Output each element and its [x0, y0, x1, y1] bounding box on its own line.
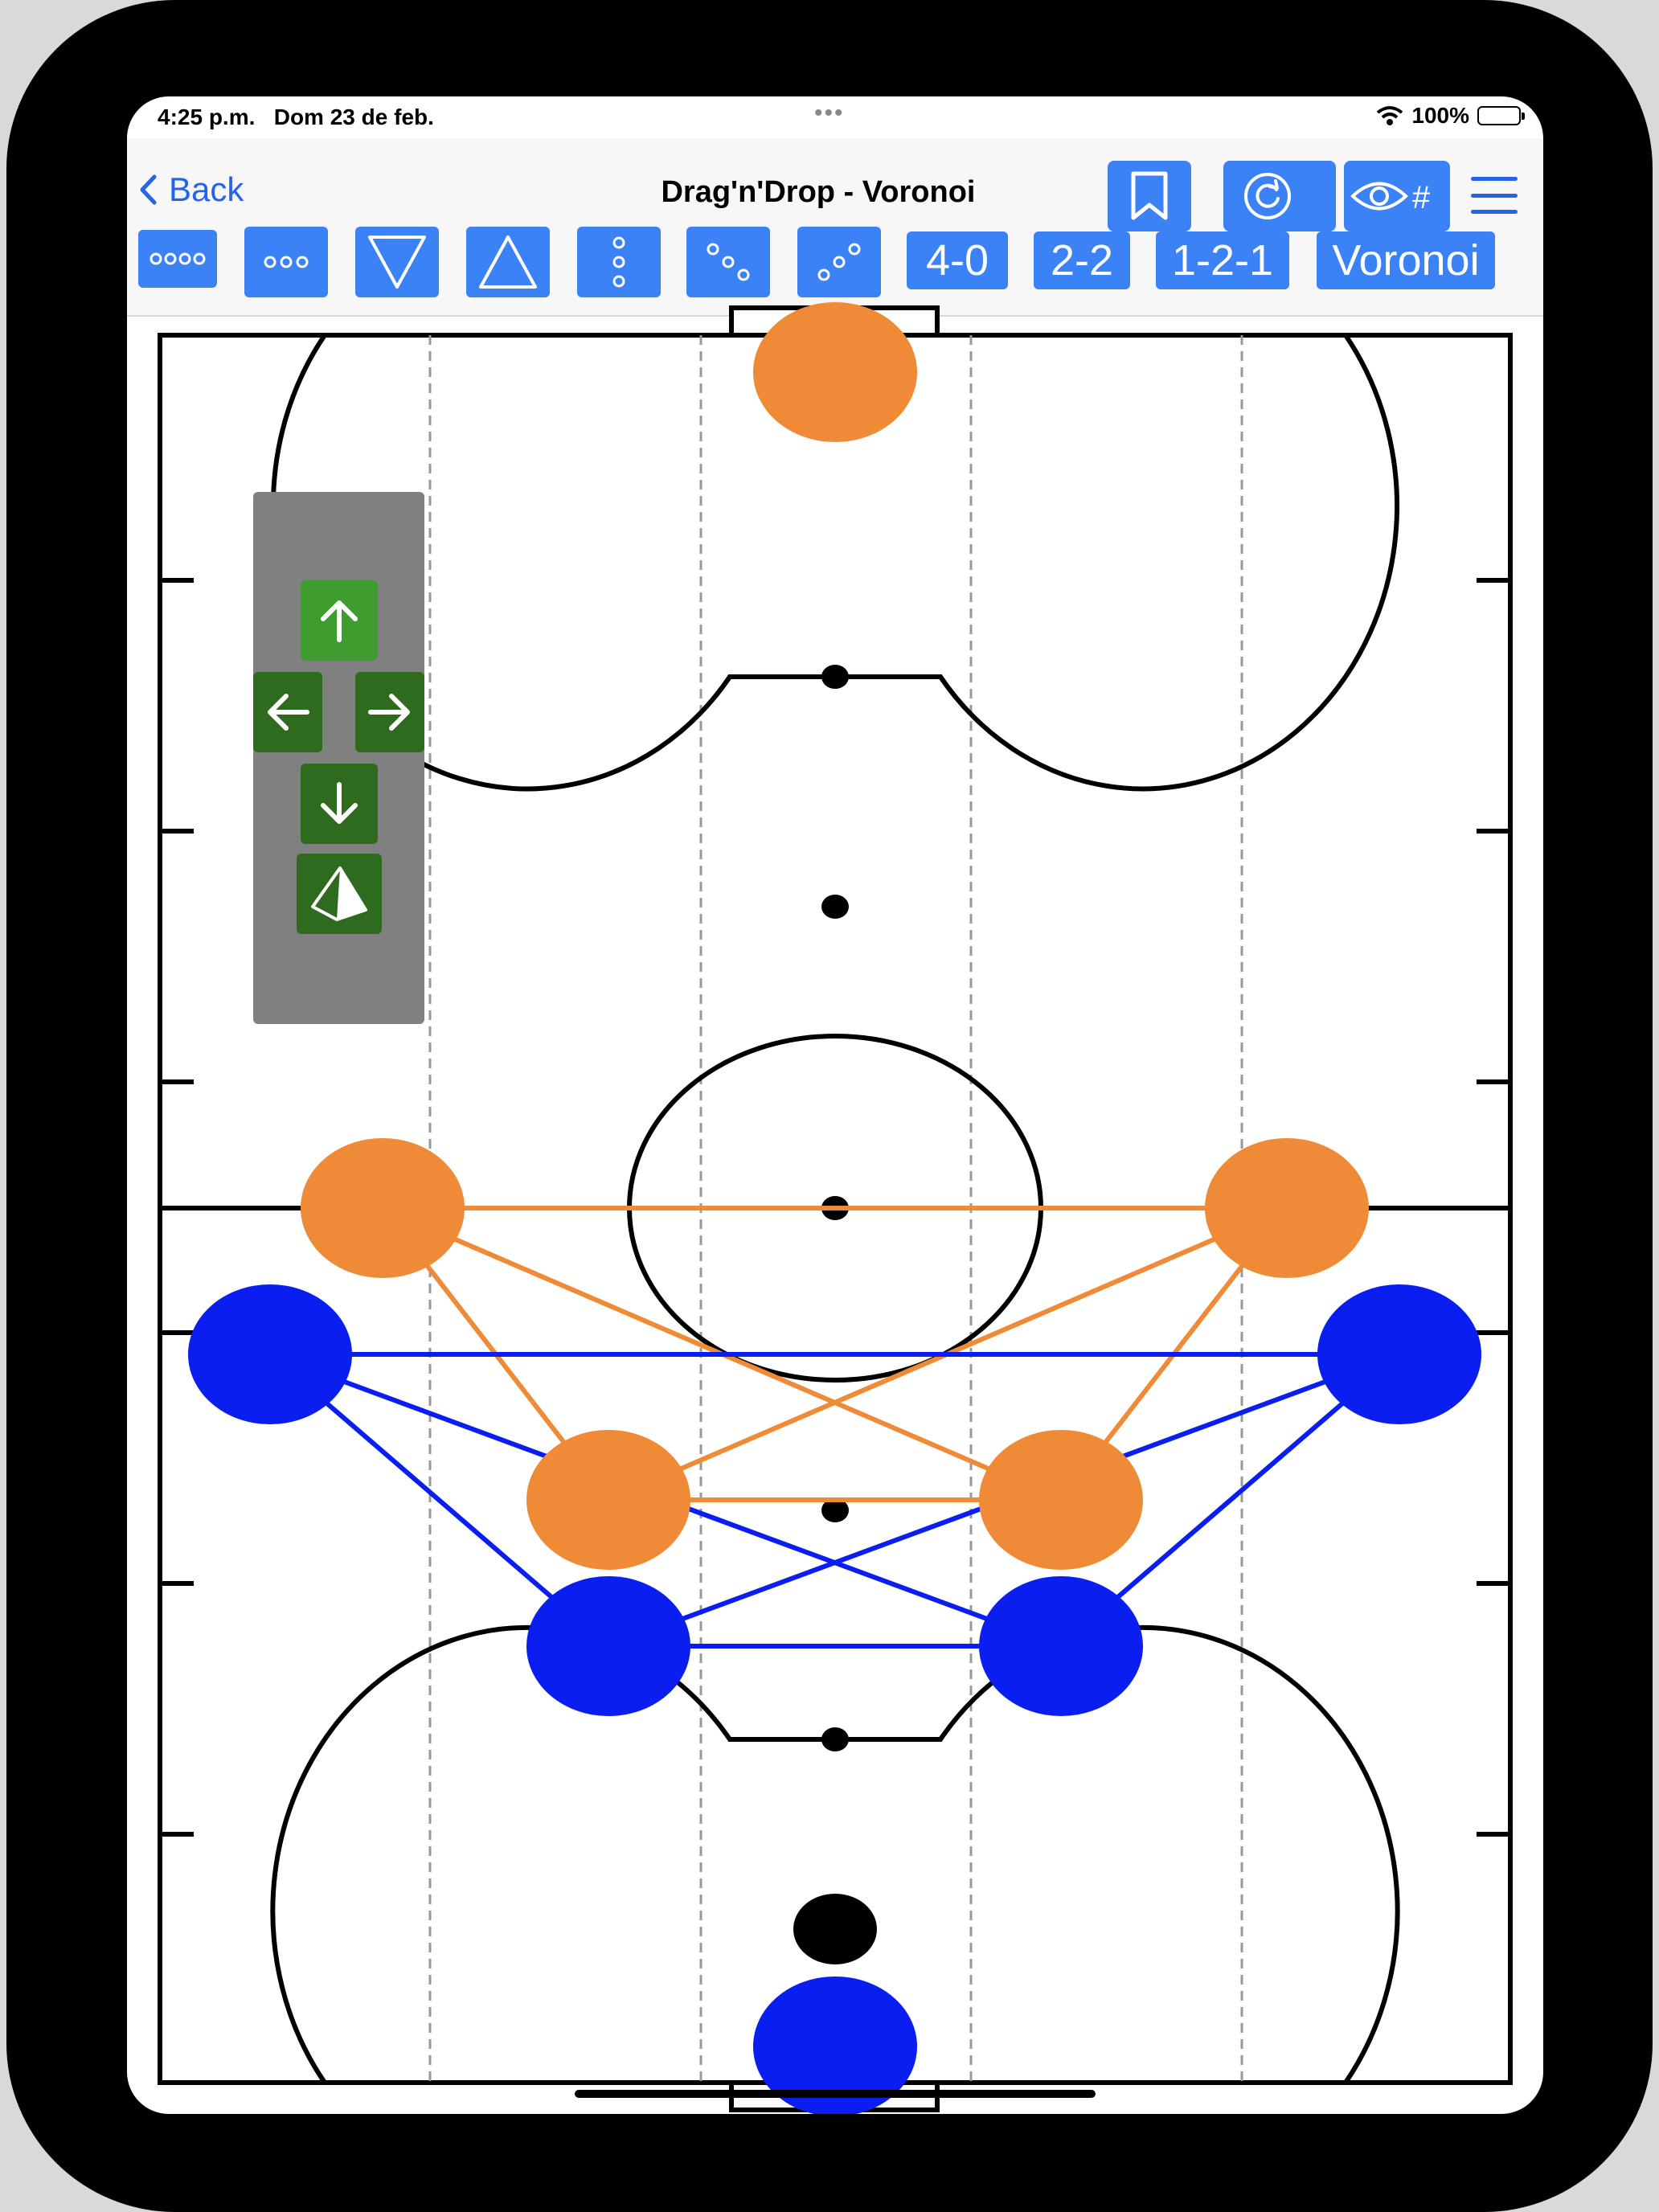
- blue-player[interactable]: [526, 1576, 690, 1716]
- refresh-icon: [1244, 173, 1291, 219]
- formation-vertical-dots-button[interactable]: [577, 227, 661, 297]
- formation-2-2-button[interactable]: 2-2: [1034, 231, 1130, 289]
- blue-player[interactable]: [188, 1284, 352, 1424]
- battery-icon: [1477, 106, 1525, 125]
- court-spots: [821, 665, 849, 1751]
- blue-team: [188, 1284, 1481, 2114]
- voronoi-button[interactable]: Voronoi: [1317, 231, 1495, 289]
- arrow-up-icon: [321, 600, 358, 642]
- orange-player[interactable]: [979, 1430, 1143, 1570]
- three-dots-icon: [264, 256, 309, 268]
- menu-icon: [1471, 177, 1518, 181]
- formation-1-2-1-button[interactable]: 1-2-1: [1156, 231, 1289, 289]
- home-indicator[interactable]: [575, 2090, 1096, 2098]
- formation-4-0-button[interactable]: 4-0: [907, 231, 1008, 289]
- wifi-icon: [1377, 106, 1403, 125]
- orange-goalkeeper[interactable]: [753, 302, 917, 442]
- move-up-button[interactable]: [301, 580, 378, 661]
- refresh-button[interactable]: [1223, 161, 1336, 231]
- orange-team: [301, 302, 1369, 1570]
- side-ticks: [160, 578, 1510, 1837]
- blue-goalkeeper[interactable]: [753, 1976, 917, 2114]
- chevron-left-icon: [140, 174, 157, 205]
- menu-button[interactable]: [1471, 177, 1518, 214]
- tablet-frame: 4:25 p.m. Dom 23 de feb. ••• 100% Back D…: [6, 0, 1653, 2212]
- eye-hash-button[interactable]: #: [1344, 161, 1450, 231]
- page-title: Drag'n'Drop - Voronoi: [661, 175, 976, 209]
- formation-triangle-up-button[interactable]: [466, 227, 550, 297]
- triangle-up-icon: [479, 236, 537, 289]
- eye-hash-icon: #: [1350, 180, 1431, 215]
- back-button[interactable]: Back: [138, 170, 244, 209]
- movement-pad: [253, 492, 424, 1024]
- blue-player[interactable]: [1317, 1284, 1481, 1424]
- formation-diagonal-down-button[interactable]: [686, 227, 770, 297]
- orange-player[interactable]: [301, 1138, 465, 1278]
- voronoi-toggle-button[interactable]: [297, 854, 382, 934]
- formation-triangle-down-button[interactable]: [355, 227, 439, 297]
- vertical-dots-icon: [612, 236, 625, 288]
- arrow-down-icon: [321, 782, 358, 824]
- pyramid-icon: [311, 866, 367, 921]
- formation-diagonal-up-button[interactable]: [797, 227, 881, 297]
- battery-percent: 100%: [1411, 103, 1469, 128]
- status-right: 100%: [1376, 103, 1525, 129]
- svg-text:#: #: [1412, 180, 1431, 215]
- formation-four-dots-button[interactable]: [138, 230, 217, 288]
- bookmark-button[interactable]: [1108, 161, 1191, 231]
- arrow-right-icon: [368, 694, 410, 731]
- status-time: 4:25 p.m. Dom 23 de feb.: [158, 104, 434, 129]
- blue-player[interactable]: [979, 1576, 1143, 1716]
- diagonal-dots-down-icon: [707, 243, 750, 281]
- triangle-down-icon: [368, 236, 426, 289]
- move-left-button[interactable]: [253, 672, 322, 752]
- arrow-left-icon: [268, 694, 309, 731]
- formation-three-dots-button[interactable]: [244, 227, 328, 297]
- move-down-button[interactable]: [301, 764, 378, 844]
- back-label: Back: [169, 170, 244, 208]
- orange-player[interactable]: [1205, 1138, 1369, 1278]
- navigation-bar: Back Drag'n'Drop - Voronoi #: [127, 138, 1543, 317]
- orange-player[interactable]: [526, 1430, 690, 1570]
- ball[interactable]: [793, 1894, 877, 1964]
- status-bar: 4:25 p.m. Dom 23 de feb. ••• 100%: [127, 96, 1543, 138]
- bookmark-icon: [1131, 171, 1168, 220]
- multitask-dots[interactable]: •••: [814, 100, 845, 126]
- diagonal-dots-up-icon: [817, 243, 861, 281]
- move-right-button[interactable]: [355, 672, 424, 752]
- futsal-court[interactable]: [127, 96, 1543, 2114]
- four-dots-icon: [150, 252, 206, 265]
- app-screen: 4:25 p.m. Dom 23 de feb. ••• 100% Back D…: [127, 96, 1543, 2114]
